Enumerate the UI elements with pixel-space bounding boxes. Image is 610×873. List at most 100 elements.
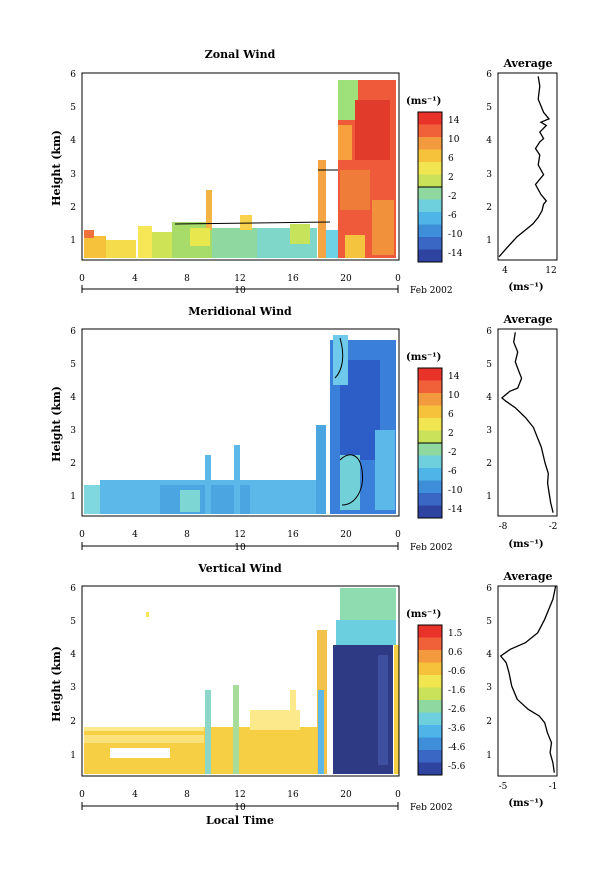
xtick-20: 20 [340, 790, 352, 800]
colorbar-band [418, 430, 442, 444]
cb-tick: -2.6 [448, 705, 466, 715]
colorbar-band [418, 249, 442, 263]
vertical-wind-frame [81, 585, 400, 777]
ytick-3: 3 [486, 426, 492, 436]
colorbar-band [418, 505, 442, 519]
meridional-wind-heatmap [84, 335, 396, 514]
colorbar-band [418, 212, 442, 225]
vertical-average-panel: Average 1 2 3 4 5 6 -5 -1 (ms⁻¹) [486, 570, 558, 809]
ytick-1: 1 [70, 236, 76, 246]
colorbar-band [418, 662, 442, 676]
colorbar-band [418, 455, 442, 469]
colorbar-unit: (ms⁻¹) [406, 352, 441, 363]
ytick-5: 5 [486, 617, 492, 627]
ytick-3: 3 [486, 683, 492, 693]
xtick-8: 8 [184, 274, 190, 284]
ytick-6: 6 [486, 327, 492, 337]
cb-tick: 2 [448, 173, 454, 183]
colorbar-band [418, 405, 442, 419]
xtick-4: 4 [132, 790, 138, 800]
ytick-2: 2 [486, 717, 492, 727]
cb-tick: 6 [448, 154, 454, 164]
colorbar-band [418, 687, 442, 701]
ytick-2: 2 [486, 203, 492, 213]
ytick-6: 6 [486, 70, 492, 80]
ytick-4: 4 [70, 393, 76, 403]
colorbar-band [418, 137, 442, 150]
cb-tick: -6 [448, 211, 457, 221]
ytick-2: 2 [70, 717, 76, 727]
xtick-8: 8 [184, 530, 190, 540]
ytick-1: 1 [486, 751, 492, 761]
xtick-20: 20 [340, 274, 352, 284]
xtick-16: 16 [287, 274, 299, 284]
colorbar-band [418, 625, 442, 638]
colorbar-band [418, 443, 442, 456]
date-month: Feb 2002 [410, 803, 453, 813]
colorbar-band [418, 468, 442, 481]
zonal-average-line [498, 76, 551, 258]
ytick-4: 4 [486, 393, 492, 403]
cb-tick: -2 [448, 192, 457, 202]
meridional-wind-ylabel: Height (km) [50, 386, 63, 462]
zonal-wind-frame [81, 72, 400, 261]
vertical-wind-title: Vertical Wind [197, 562, 282, 575]
vertical-average-xlabel: (ms⁻¹) [508, 798, 543, 809]
zonal-wind-heatmap [84, 80, 396, 258]
colorbar-band [418, 149, 442, 163]
colorbar-band [418, 675, 442, 688]
local-time-label: Local Time [206, 814, 274, 827]
ytick-4: 4 [70, 136, 76, 146]
xtick-0: 0 [79, 790, 85, 800]
cb-tick: -2 [448, 448, 457, 458]
zonal-wind-panel: Zonal Wind [50, 48, 453, 296]
cb-tick: -1.6 [448, 686, 466, 696]
xtick: -5 [499, 782, 508, 792]
colorbar-band [418, 199, 442, 213]
xtick-16: 16 [287, 530, 299, 540]
zonal-wind-date-bar: 10 Feb 2002 [81, 285, 453, 296]
date-day: 10 [234, 803, 246, 813]
zonal-wind-x-ticks: 0 4 8 12 16 20 0 [79, 274, 401, 284]
xtick-8: 8 [184, 790, 190, 800]
ytick-6: 6 [70, 70, 76, 80]
xtick-24: 0 [395, 274, 401, 284]
colorbar-band [418, 725, 442, 738]
cb-tick: -4.6 [448, 743, 466, 753]
zonal-average-panel: Average 1 2 3 4 5 6 4 12 (ms⁻¹) [486, 57, 558, 293]
date-day: 10 [234, 543, 246, 553]
ytick-6: 6 [70, 327, 76, 337]
ytick-2: 2 [486, 459, 492, 469]
colorbar-band [418, 762, 442, 776]
colorbar-band [418, 493, 442, 506]
ytick-5: 5 [70, 360, 76, 370]
xtick-4: 4 [132, 530, 138, 540]
colorbar-band [418, 187, 442, 200]
colorbar-unit: (ms⁻¹) [406, 609, 441, 620]
meridional-average-line [500, 332, 554, 513]
cb-tick: 0.6 [448, 648, 463, 658]
colorbar-band [418, 112, 442, 125]
colorbar-band [418, 380, 442, 394]
colorbar-band [418, 368, 442, 381]
xtick: -2 [549, 522, 558, 532]
cb-tick: -6 [448, 467, 457, 477]
colorbar-band [418, 124, 442, 138]
zonal-wind-colorbar: (ms⁻¹) 14 10 6 2 -2 -6 -10 -14 [406, 96, 463, 263]
ytick-1: 1 [70, 751, 76, 761]
xtick-24: 0 [395, 790, 401, 800]
meridional-average-panel: Average 1 2 3 4 5 6 -8 -2 (ms⁻¹) [486, 313, 558, 550]
colorbar-band [418, 700, 442, 713]
xtick-12: 12 [234, 274, 245, 284]
xtick: 4 [502, 266, 508, 276]
ytick-6: 6 [70, 584, 76, 594]
cb-tick: 1.5 [448, 629, 463, 639]
zonal-wind-y-ticks: 1 2 3 4 5 6 [70, 70, 76, 246]
colorbar-band [418, 162, 442, 175]
date-day: 10 [234, 286, 246, 296]
xtick: 12 [545, 266, 556, 276]
colorbar-ticks: 14 10 6 2 -2 -6 -10 -14 [448, 116, 463, 259]
date-month: Feb 2002 [410, 543, 453, 553]
zonal-average-xlabel: (ms⁻¹) [508, 282, 543, 293]
vertical-wind-heatmap [84, 588, 399, 774]
